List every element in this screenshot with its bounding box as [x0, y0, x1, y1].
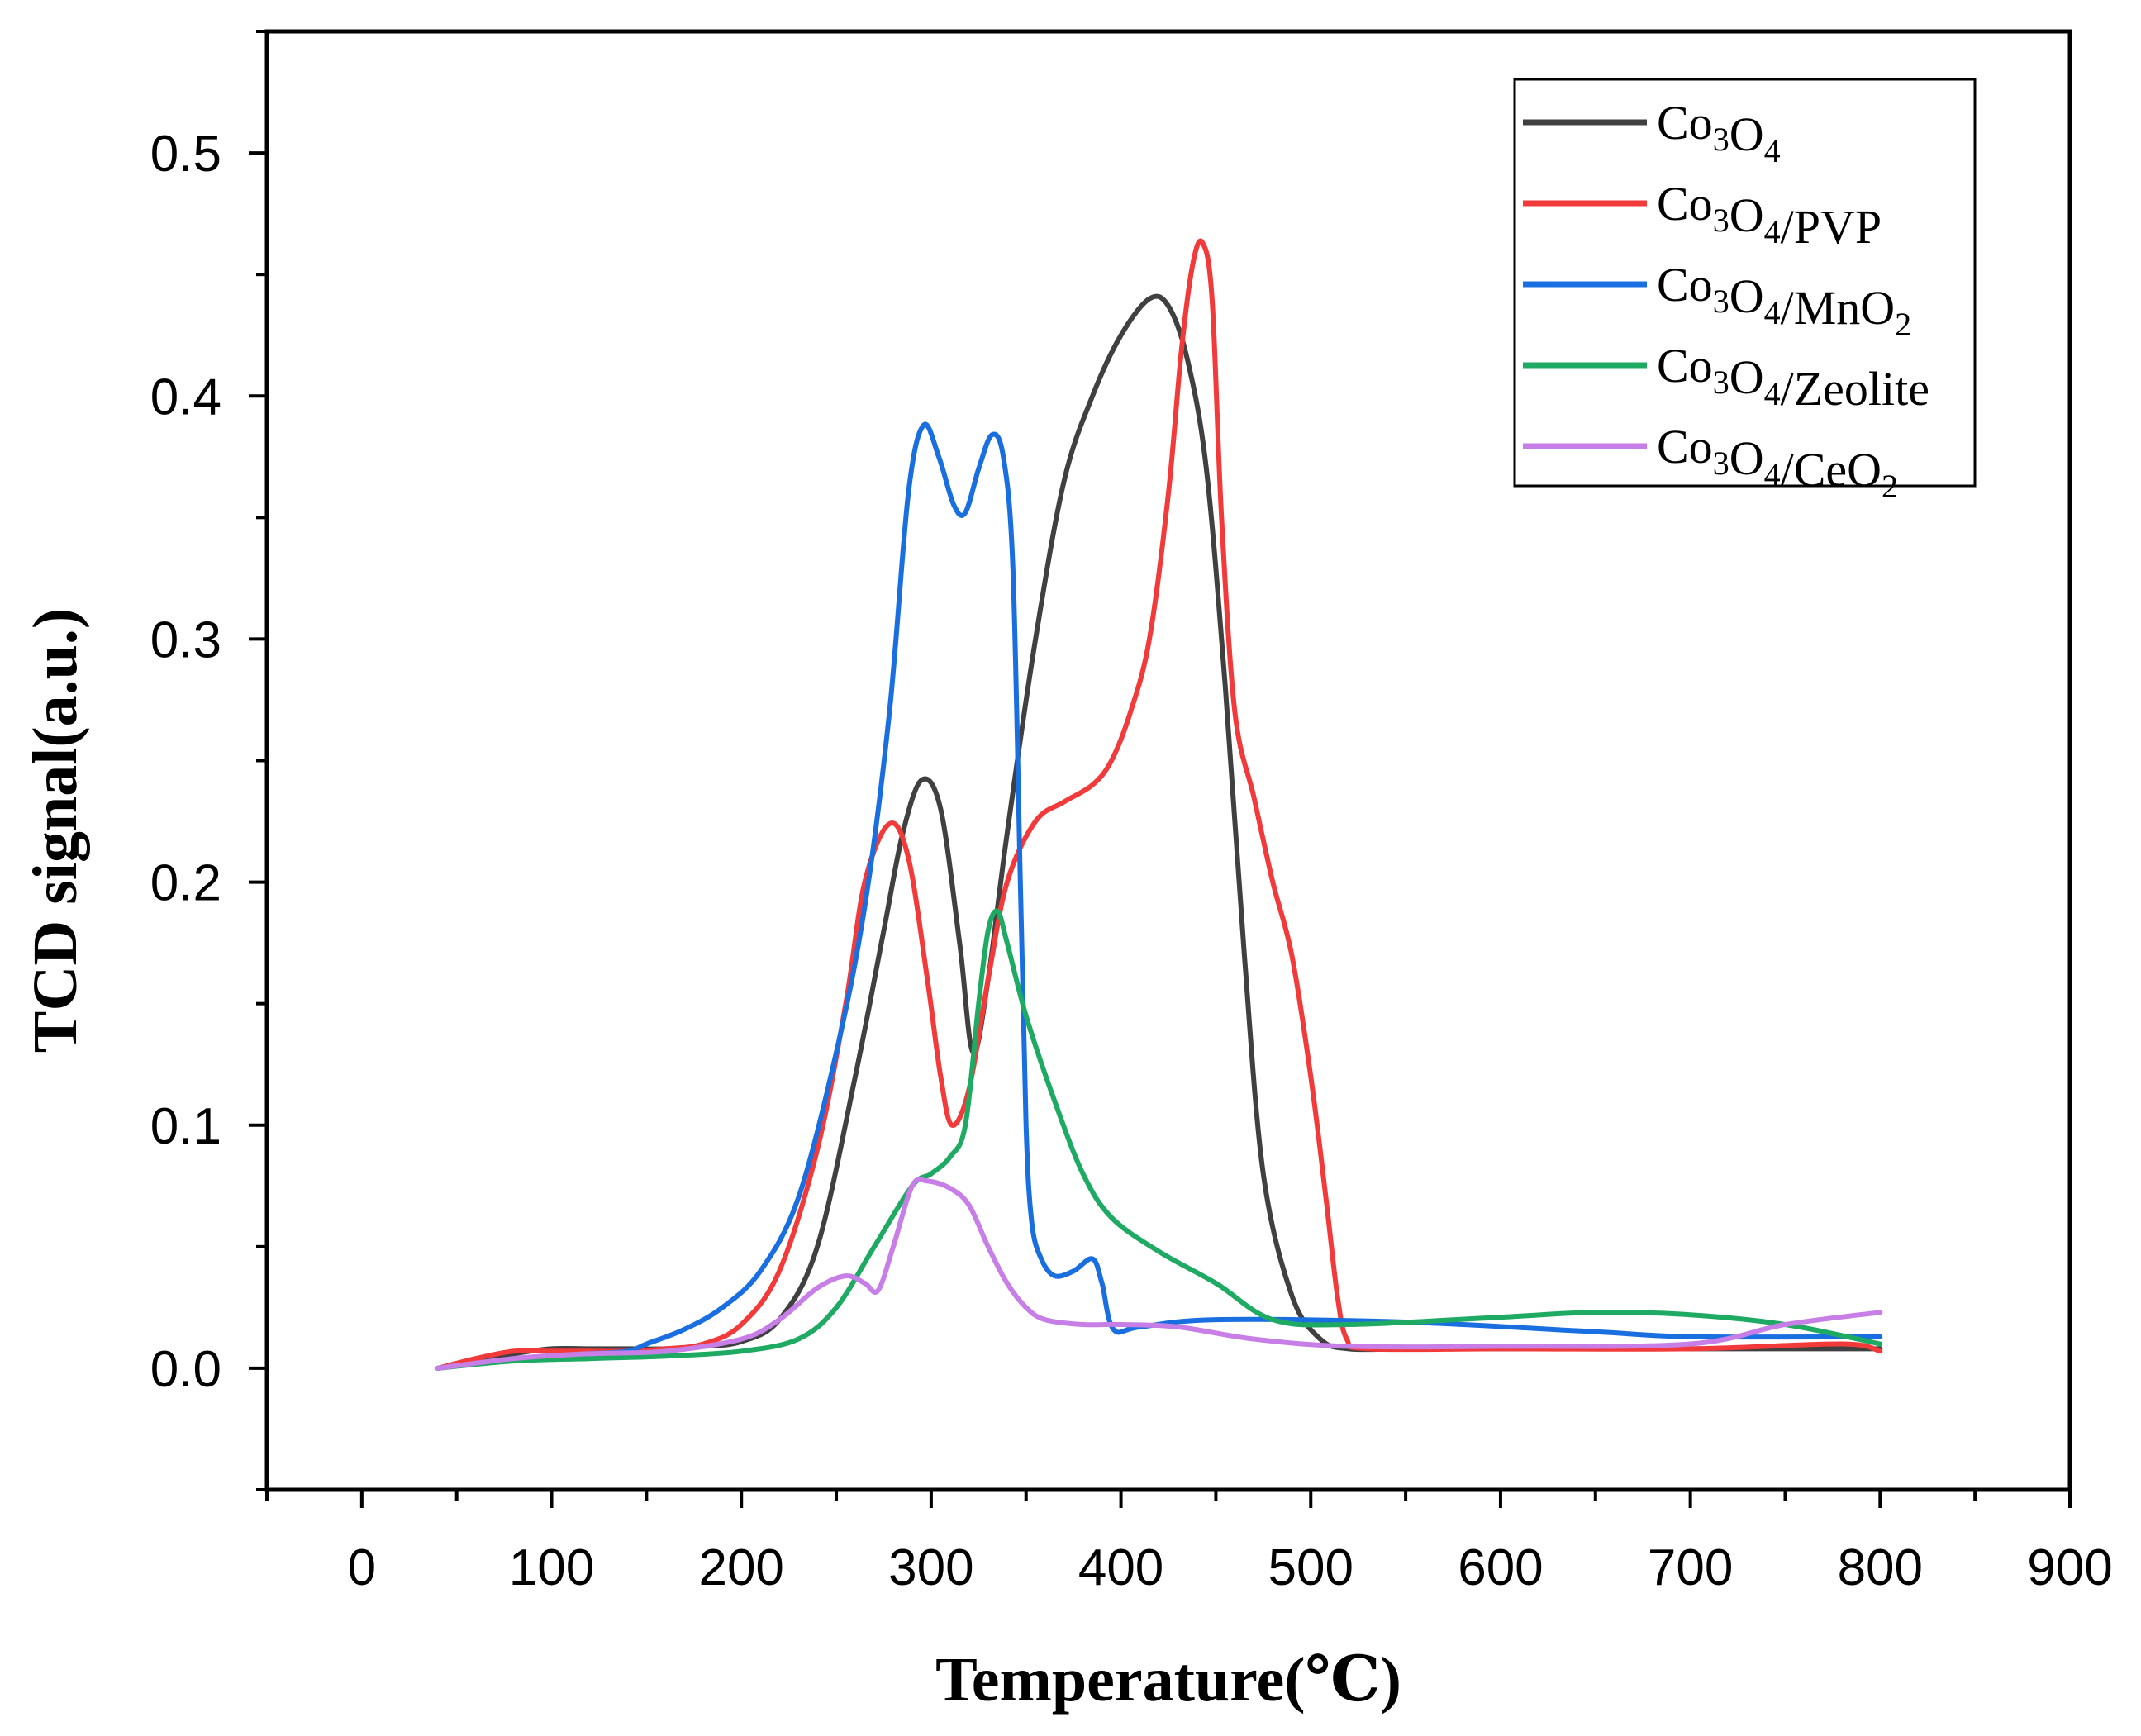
y-tick-label: 0.3	[150, 611, 221, 668]
x-tick-label: 200	[698, 1539, 783, 1596]
x-tick-label: 900	[2027, 1539, 2112, 1596]
x-axis-ticks: 0 100 200 300 400 500 600 700 800 900	[265, 1490, 2113, 1596]
series-line-co3o4-ceo2	[435, 1177, 1883, 1371]
legend-label: Co3O4/CeO2	[1657, 420, 1898, 505]
legend-item: Co3O4/MnO2	[1523, 258, 1911, 343]
legend-label: Co3O4/MnO2	[1657, 258, 1911, 343]
legend-item: Co3O4	[1523, 96, 1781, 169]
plot-area	[264, 29, 2072, 1492]
legend-item: Co3O4/PVP	[1523, 177, 1882, 254]
legend-label: Co3O4	[1657, 96, 1781, 169]
x-tick-label: 300	[888, 1539, 973, 1596]
x-axis-title: Temperature(℃)	[935, 1645, 1401, 1715]
legend-item: Co3O4/Zeolite	[1523, 339, 1929, 416]
legend-items: Co3O4 Co3O4/PVPCo3O4/MnO2Co3O4/ZeoliteCo3…	[1523, 96, 1929, 505]
y-axis-title: TCD signal(a.u.)	[21, 608, 90, 1053]
x-tick-label: 800	[1838, 1539, 1923, 1596]
series-line-co3o4-pvp	[435, 238, 1883, 1371]
legend: Co3O4 Co3O4/PVPCo3O4/MnO2Co3O4/ZeoliteCo3…	[1513, 78, 1977, 505]
legend-label: Co3O4/Zeolite	[1657, 339, 1929, 416]
x-tick-label: 0	[348, 1539, 376, 1596]
x-tick-label: 500	[1268, 1539, 1354, 1596]
x-tick-label: 400	[1078, 1539, 1163, 1596]
y-axis-ticks: 0.0 0.1 0.2 0.3 0.4 0.5	[150, 30, 267, 1491]
x-tick-label: 600	[1458, 1539, 1543, 1596]
legend-label: Co3O4/PVP	[1657, 177, 1882, 254]
y-tick-label: 0.4	[150, 369, 221, 426]
y-tick-label: 0.1	[150, 1098, 221, 1155]
x-tick-label: 700	[1648, 1539, 1733, 1596]
y-tick-label: 0.2	[150, 855, 221, 912]
series-layer	[435, 238, 1883, 1371]
legend-item: Co3O4/CeO2	[1523, 420, 1898, 505]
y-tick-label: 0.5	[150, 126, 221, 183]
series-line-co3o4-zeolite	[435, 908, 1883, 1371]
y-tick-label: 0.0	[150, 1341, 221, 1398]
x-tick-label: 100	[509, 1539, 594, 1596]
